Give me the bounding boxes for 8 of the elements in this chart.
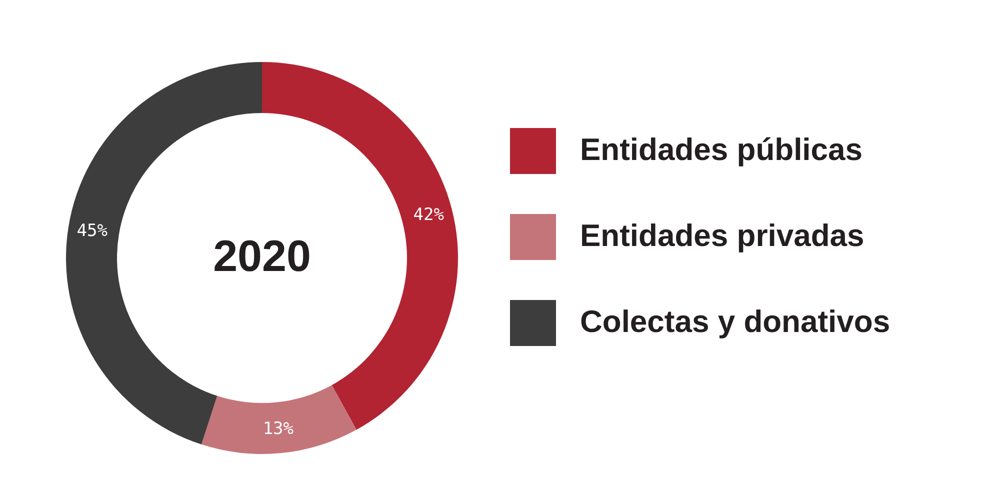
data-label: 45%: [76, 221, 108, 242]
legend-label: Colectas y donativos: [580, 304, 890, 339]
legend-label: Entidades privadas: [580, 218, 864, 253]
text: 2020: [213, 232, 311, 281]
data-label: 42%: [413, 205, 444, 226]
legend-label: Entidades públicas: [580, 132, 863, 167]
data-label: 13%: [262, 419, 294, 440]
donut-slice: [201, 385, 356, 454]
